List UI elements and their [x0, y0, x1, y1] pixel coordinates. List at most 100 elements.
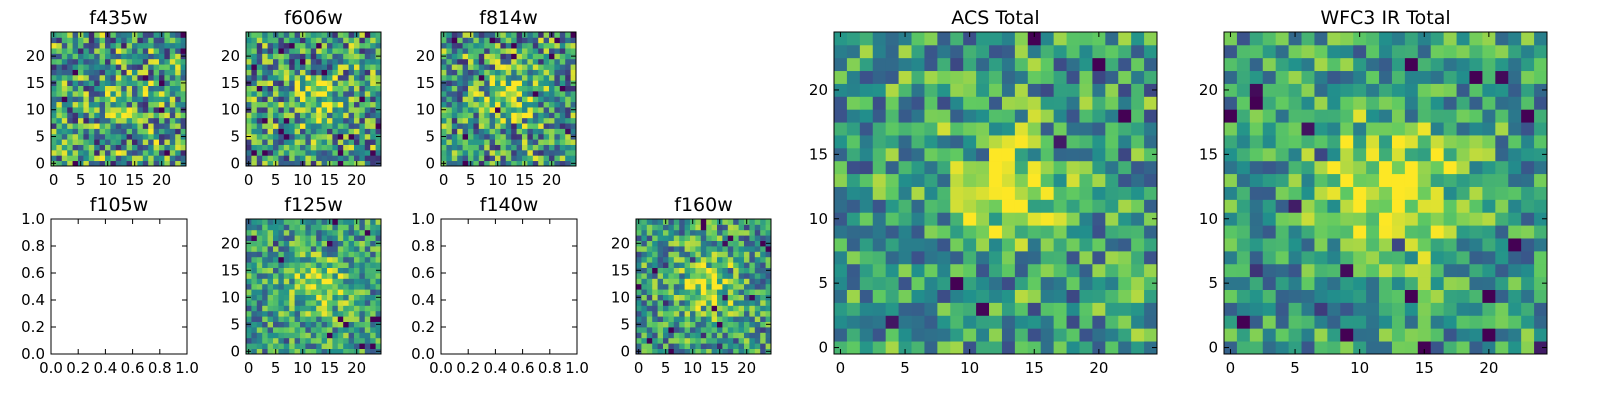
heat-cell: [327, 278, 333, 285]
heat-cell: [327, 112, 333, 119]
heat-cell: [310, 96, 317, 103]
y-tick-label: 15: [221, 74, 240, 92]
heat-cell: [1249, 276, 1264, 290]
heat-cell: [1430, 96, 1445, 110]
heat-cell: [478, 69, 485, 76]
heat-cell: [754, 278, 761, 285]
heat-cell: [1391, 57, 1406, 72]
heat-cell: [950, 289, 964, 303]
heat-cell: [457, 69, 463, 76]
y-tick-label: 15: [221, 261, 240, 279]
heat-cell: [532, 128, 539, 135]
heat-cell: [1482, 263, 1496, 278]
heat-cell: [911, 315, 925, 329]
heat-cell: [733, 219, 739, 225]
heat-cell: [310, 32, 317, 38]
heat-cell: [446, 80, 453, 86]
heat-cell: [695, 235, 702, 241]
heat-cell: [673, 343, 680, 349]
heat-cell: [727, 316, 734, 322]
heat-cell: [1327, 32, 1341, 46]
heat-cell: [289, 155, 295, 162]
heat-cell: [256, 343, 263, 349]
heat-cell: [1327, 147, 1341, 162]
heat-cell: [294, 273, 301, 279]
heat-cell: [1521, 315, 1535, 329]
heat-cell: [1040, 328, 1055, 342]
heat-cell: [532, 123, 539, 129]
heat-cell: [153, 128, 160, 135]
heat-cell: [717, 229, 723, 236]
heat-cell: [289, 332, 295, 339]
heat-cell: [462, 96, 469, 103]
heat-cell: [99, 123, 106, 129]
heat-cell: [359, 256, 366, 263]
heat-cell: [310, 267, 317, 274]
heat-cell: [343, 251, 349, 258]
heat-cell: [72, 37, 79, 44]
heat-cell: [99, 160, 106, 167]
heat-cell: [364, 107, 371, 113]
heat-cell: [316, 246, 322, 252]
heat-cell: [283, 155, 290, 162]
heat-cell: [137, 128, 144, 135]
heat-cell: [963, 315, 977, 329]
heat-cell: [332, 133, 339, 140]
heat-cell: [278, 48, 285, 54]
heat-cell: [251, 160, 258, 167]
heat-cell: [153, 53, 160, 60]
heat-cell: [872, 263, 887, 278]
heat-cell: [278, 144, 285, 151]
heat-cell: [289, 37, 295, 44]
x-tick-label: 0: [836, 359, 846, 377]
heat-cell: [1027, 44, 1042, 59]
heat-cell: [300, 321, 306, 328]
heat-cell: [115, 112, 122, 119]
heat-cell: [1521, 250, 1535, 265]
heat-cell: [1236, 173, 1251, 187]
heat-cell: [1366, 147, 1380, 162]
heat-cell: [711, 327, 718, 333]
heat-cell: [246, 327, 252, 333]
heat-cell: [283, 74, 290, 81]
heat-cell: [765, 278, 772, 285]
heat-cell: [898, 238, 912, 252]
heat-cell: [950, 122, 964, 136]
heat-cell: [1249, 109, 1264, 123]
heat-cell: [1469, 70, 1483, 84]
heat-cell: [1314, 212, 1328, 226]
heat-cell: [126, 58, 133, 65]
heat-cell: [538, 155, 544, 162]
heat-cell: [684, 294, 691, 301]
heat-cell: [543, 48, 550, 54]
heat-cell: [310, 139, 317, 145]
heat-cell: [554, 64, 561, 70]
heat-cell: [511, 85, 517, 92]
heat-cell: [1131, 57, 1145, 72]
heat-cell: [1262, 199, 1277, 213]
heat-cell: [67, 64, 73, 70]
heat-cell: [332, 294, 339, 301]
x-tick-label: 20: [1479, 359, 1498, 377]
heat-cell: [1249, 289, 1264, 303]
heat-cell: [321, 90, 328, 97]
heat-cell: [332, 160, 339, 167]
heat-cell: [115, 90, 122, 97]
heat-cell: [72, 139, 79, 145]
heat-cell: [1353, 289, 1367, 303]
heat-cell: [273, 224, 279, 231]
heat-cell: [1105, 44, 1119, 59]
heat-cell: [451, 53, 458, 60]
heat-cell: [327, 139, 333, 145]
heat-cell: [760, 300, 766, 306]
heat-cell: [321, 300, 328, 306]
heat-cell: [468, 53, 474, 60]
heat-cell: [305, 332, 312, 339]
heat-cell: [88, 96, 95, 103]
heat-cell: [343, 278, 349, 285]
heat-cell: [359, 267, 366, 274]
heat-cell: [749, 327, 756, 333]
heat-cell: [364, 305, 371, 312]
heat-cell: [126, 123, 133, 129]
heat-cell: [321, 112, 328, 119]
